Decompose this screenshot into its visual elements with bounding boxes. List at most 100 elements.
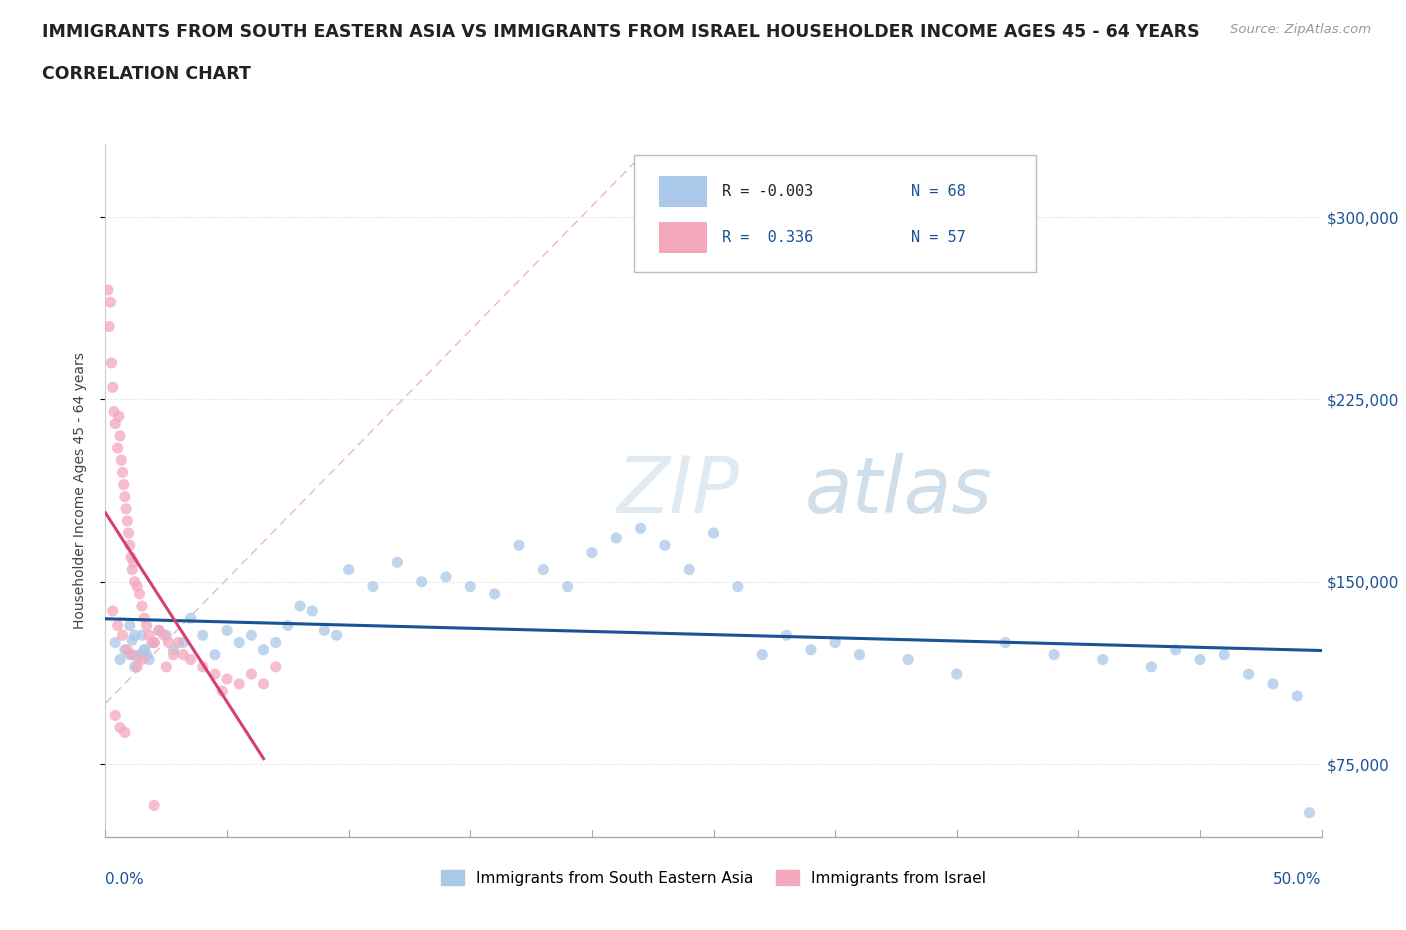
Text: CORRELATION CHART: CORRELATION CHART <box>42 65 252 83</box>
Text: 0.0%: 0.0% <box>105 871 145 886</box>
Point <box>264 659 287 674</box>
Point <box>104 417 127 432</box>
Text: R = -0.003: R = -0.003 <box>723 184 813 199</box>
Point <box>727 579 749 594</box>
Point <box>800 643 823 658</box>
Point <box>277 618 299 633</box>
Point <box>114 489 136 504</box>
Point <box>143 635 166 650</box>
Point <box>678 562 700 577</box>
Point <box>848 647 870 662</box>
Text: N = 57: N = 57 <box>911 231 966 246</box>
Point <box>775 628 797 643</box>
Point <box>124 659 146 674</box>
Point <box>1189 652 1212 667</box>
Point <box>191 628 214 643</box>
Point <box>337 562 360 577</box>
Point <box>411 575 433 590</box>
Point <box>1213 647 1236 662</box>
Point <box>1043 647 1066 662</box>
Text: R =  0.336: R = 0.336 <box>723 231 813 246</box>
Point <box>945 667 967 682</box>
Point <box>1286 688 1309 703</box>
Point <box>751 647 773 662</box>
Point <box>994 635 1017 650</box>
Point <box>117 525 139 540</box>
Point <box>108 652 131 667</box>
Point <box>484 587 506 602</box>
Point <box>143 798 166 813</box>
Point <box>228 676 250 691</box>
Point <box>135 647 157 662</box>
Point <box>117 513 139 528</box>
Point <box>252 676 274 691</box>
Point <box>824 635 846 650</box>
Point <box>180 611 202 626</box>
Text: ZIP: ZIP <box>616 453 740 528</box>
Point <box>111 628 134 643</box>
Point <box>122 555 145 570</box>
Point <box>125 579 148 594</box>
Point <box>138 628 160 643</box>
Point <box>211 684 233 698</box>
Point <box>301 604 323 618</box>
Point <box>117 643 139 658</box>
FancyBboxPatch shape <box>659 222 707 253</box>
Point <box>104 635 127 650</box>
Point <box>141 635 163 650</box>
Point <box>630 521 652 536</box>
Text: 50.0%: 50.0% <box>1274 871 1322 886</box>
Point <box>264 635 287 650</box>
Point <box>110 453 132 468</box>
Point <box>115 501 138 516</box>
Point <box>204 647 226 662</box>
Point <box>1091 652 1114 667</box>
Point <box>128 587 150 602</box>
Point <box>605 530 627 545</box>
Point <box>1261 676 1284 691</box>
Point <box>252 643 274 658</box>
Point <box>138 652 160 667</box>
Point <box>108 409 131 424</box>
Point <box>180 652 202 667</box>
Point <box>314 623 336 638</box>
Point <box>172 635 194 650</box>
Point <box>387 555 409 570</box>
Point <box>1237 667 1260 682</box>
Text: IMMIGRANTS FROM SOUTH EASTERN ASIA VS IMMIGRANTS FROM ISRAEL HOUSEHOLDER INCOME : IMMIGRANTS FROM SOUTH EASTERN ASIA VS IM… <box>42 23 1199 41</box>
Point <box>148 623 170 638</box>
Point <box>531 562 554 577</box>
Point <box>1140 659 1163 674</box>
Point <box>114 725 136 740</box>
Point <box>1164 643 1187 658</box>
Legend: Immigrants from South Eastern Asia, Immigrants from Israel: Immigrants from South Eastern Asia, Immi… <box>434 864 993 892</box>
Point <box>121 632 143 647</box>
Y-axis label: Householder Income Ages 45 - 64 years: Householder Income Ages 45 - 64 years <box>73 352 87 629</box>
Point <box>101 379 124 394</box>
Point <box>108 720 131 735</box>
Point <box>124 628 146 643</box>
Point <box>1298 805 1320 820</box>
Text: N = 68: N = 68 <box>911 184 966 199</box>
Point <box>458 579 481 594</box>
Point <box>361 579 384 594</box>
Point <box>288 599 311 614</box>
Point <box>557 579 579 594</box>
Point <box>121 647 143 662</box>
Point <box>114 643 136 658</box>
Point <box>107 441 129 456</box>
Point <box>155 659 177 674</box>
Point <box>240 667 263 682</box>
Point <box>434 569 457 584</box>
Point <box>204 667 226 682</box>
Point <box>134 643 156 658</box>
Point <box>217 671 239 686</box>
Point <box>112 477 135 492</box>
Point <box>143 635 166 650</box>
Point <box>897 652 920 667</box>
Point <box>508 538 530 552</box>
FancyBboxPatch shape <box>634 154 1036 272</box>
Point <box>155 628 177 643</box>
Point <box>167 635 190 650</box>
Point <box>162 643 184 658</box>
